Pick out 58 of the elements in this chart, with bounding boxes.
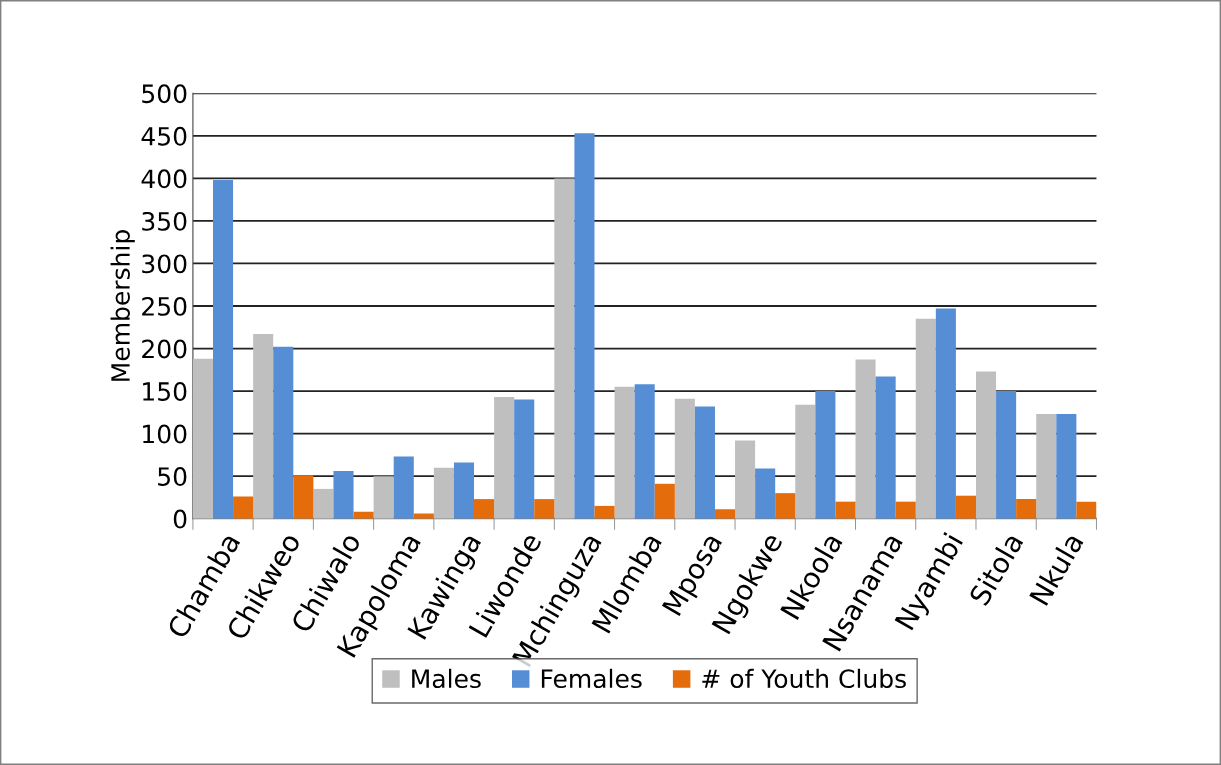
bar xyxy=(494,397,515,519)
bar xyxy=(775,493,796,519)
bar xyxy=(955,495,976,519)
y-tick-label: 50 xyxy=(158,467,187,486)
bar xyxy=(213,180,234,519)
bar xyxy=(192,358,213,519)
bar xyxy=(875,376,896,519)
bar xyxy=(474,499,495,519)
y-tick-label: 450 xyxy=(141,126,187,146)
y-tick-label: 0 xyxy=(173,509,187,529)
bar xyxy=(373,476,394,519)
y-tick-label: 500 xyxy=(142,84,187,104)
bar xyxy=(895,501,916,519)
bar xyxy=(755,468,776,519)
bar xyxy=(433,467,454,519)
bar xyxy=(253,334,274,519)
legend-label: Females xyxy=(541,668,642,689)
bar xyxy=(453,462,475,519)
bar xyxy=(815,391,836,519)
y-tick-label: 250 xyxy=(142,296,187,316)
y-tick-label: 300 xyxy=(142,254,187,274)
bar xyxy=(393,456,414,519)
bar xyxy=(1056,414,1077,519)
bar xyxy=(915,318,936,519)
bar xyxy=(514,399,535,519)
bar xyxy=(333,471,354,519)
y-tick-label: 100 xyxy=(143,424,187,444)
bar xyxy=(614,386,635,519)
bar xyxy=(554,178,575,519)
bar xyxy=(313,488,334,519)
bar xyxy=(654,483,675,519)
bar xyxy=(1076,501,1097,519)
y-tick-label: 400 xyxy=(141,169,187,189)
bar xyxy=(273,346,294,519)
bar xyxy=(855,359,876,519)
bar xyxy=(795,404,816,519)
y-axis-title: Membership xyxy=(110,230,135,381)
bar xyxy=(574,133,595,519)
bar xyxy=(674,398,695,519)
bar xyxy=(233,496,254,519)
bar xyxy=(594,505,615,519)
bar xyxy=(996,391,1017,519)
bar xyxy=(534,499,555,519)
bar xyxy=(935,308,956,519)
legend-label: # of Youth Clubs xyxy=(702,668,906,689)
y-tick-label: 200 xyxy=(142,339,187,359)
bar xyxy=(1036,414,1057,519)
bar xyxy=(975,371,997,519)
y-tick-label: 150 xyxy=(143,382,187,401)
y-tick-label: 350 xyxy=(142,211,187,231)
bar xyxy=(735,440,756,519)
bar xyxy=(694,406,715,519)
bar xyxy=(634,384,655,519)
bar xyxy=(714,509,736,519)
bar xyxy=(1016,499,1037,519)
legend-label: Males xyxy=(412,668,481,689)
bar xyxy=(835,501,856,519)
bar xyxy=(293,475,314,519)
